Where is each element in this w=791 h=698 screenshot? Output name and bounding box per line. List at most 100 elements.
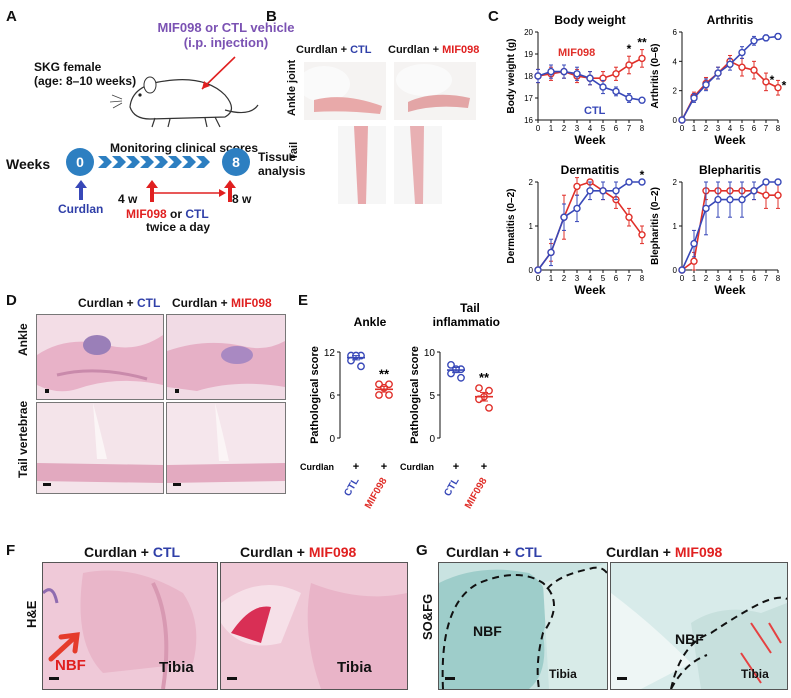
data-point — [738, 195, 746, 204]
w4-label: 4 w — [118, 192, 138, 206]
d-row2-label: Tail vertebrae — [16, 400, 30, 478]
y-axis-label: Pathological score — [409, 346, 421, 444]
x-axis-label: Week — [714, 133, 745, 147]
data-point — [625, 178, 633, 186]
x-tick-label: 1 — [549, 274, 554, 283]
b-col1-prefix: Curdlan + — [296, 44, 351, 56]
monitoring-label: Monitoring clinical scores — [110, 141, 259, 155]
d-row1-label: Ankle — [16, 323, 30, 356]
y-tick-label: 2 — [673, 87, 678, 96]
x-tick-label: 8 — [640, 274, 645, 283]
y-tick-label: 12 — [324, 348, 336, 359]
x-tick-label: 8 — [776, 274, 781, 283]
treat-ctl: CTL — [185, 207, 209, 221]
panel-e-label: E — [298, 292, 309, 309]
timeline-chevrons — [98, 156, 210, 168]
data-point — [638, 231, 646, 239]
plus-sign: + — [381, 461, 387, 473]
y-tick-label: 6 — [673, 28, 678, 37]
plus-sign: + — [481, 461, 487, 473]
chart-title: Ankle — [354, 315, 387, 329]
x-tick-label: 1 — [692, 124, 697, 133]
data-point — [762, 178, 770, 186]
data-point — [573, 204, 581, 213]
b-ctl-ankle-photo — [304, 62, 386, 120]
g-ctl-tibia-label: Tibia — [549, 667, 577, 681]
significance-mark: ** — [479, 370, 490, 385]
y-tick-label: 17 — [524, 94, 533, 103]
y-tick-label: 4 — [673, 57, 678, 66]
y-axis-label: Dermatitis (0–2) — [506, 188, 517, 263]
dot-ctl — [447, 361, 455, 369]
weeks-label: Weeks — [6, 156, 51, 172]
d-mif-ankle-histology — [166, 314, 286, 400]
data-point — [774, 178, 782, 186]
x-tick-label: 5 — [601, 274, 606, 283]
b-col1-ctl: CTL — [350, 44, 372, 56]
data-point — [599, 83, 607, 91]
data-point — [534, 72, 542, 80]
g-col1-prefix: Curdlan + — [446, 544, 515, 560]
d-col1-prefix: Curdlan + — [78, 296, 138, 310]
curdlan-row-label: Curdlan — [300, 462, 334, 472]
data-point — [702, 81, 710, 89]
dot-mif098 — [385, 380, 393, 389]
d-col2-mif: MIF098 — [231, 296, 272, 310]
category-label-mif098: MIF098 — [363, 476, 390, 511]
line-chart-0: Body weight 16 17 18 19 20 0 1 2 3 4 5 6 7 8 Week Body w… — [506, 13, 647, 147]
y-tick-label: 6 — [329, 391, 335, 402]
curdlan-arrow — [75, 180, 87, 200]
tissue-analysis: Tissue analysis — [258, 150, 305, 178]
x-tick-label: 3 — [575, 274, 580, 283]
panel-e-charts: Ankle 0 6 12 Pathological score ** Curdlan + + CT… — [300, 301, 500, 511]
x-tick-label: 6 — [752, 274, 757, 283]
curdlan-label: Curdlan — [58, 202, 104, 216]
data-point — [738, 63, 746, 71]
legend-ctl: CTL — [584, 105, 606, 117]
x-tick-label: 2 — [562, 124, 567, 133]
x-tick-label: 2 — [704, 274, 709, 283]
panel-b-label: B — [266, 8, 277, 25]
y-tick-label: 2 — [673, 178, 678, 187]
y-tick-label: 2 — [529, 178, 534, 187]
significance-mark: ** — [379, 366, 390, 381]
data-point — [612, 187, 620, 195]
chart-title: Dermatitis — [561, 163, 620, 177]
y-tick-label: 0 — [529, 266, 534, 275]
data-point — [738, 48, 746, 57]
category-label-ctl: CTL — [442, 476, 461, 498]
chart-title-line1: Tail — [460, 301, 480, 315]
data-point — [762, 191, 770, 199]
data-point — [638, 96, 646, 104]
treatment-period — [146, 180, 236, 202]
week-start-circle: 0 — [66, 148, 94, 176]
data-point — [547, 67, 555, 76]
y-axis-label: Body weight (g) — [506, 39, 517, 114]
curdlan-row-label: Curdlan — [400, 462, 434, 472]
data-point — [625, 213, 633, 221]
x-tick-label: 0 — [536, 124, 541, 133]
data-point — [750, 37, 758, 45]
x-tick-label: 3 — [716, 274, 721, 283]
g-mif-tibia-label: Tibia — [741, 667, 769, 681]
g-row-label: SO&FG — [420, 593, 435, 640]
x-tick-label: 1 — [692, 274, 697, 283]
y-tick-label: 0 — [429, 434, 435, 445]
d-col2-header: Curdlan + MIF098 — [172, 296, 272, 310]
treat-or: or — [166, 207, 186, 221]
d-col1-header: Curdlan + CTL — [78, 296, 160, 310]
data-point — [612, 87, 620, 96]
chart-title: Arthritis — [707, 13, 754, 27]
g-col1-ctl: CTL — [514, 544, 543, 560]
mouse-line1: SKG female — [34, 60, 102, 74]
data-point — [573, 70, 581, 78]
chart-title: Blepharitis — [699, 163, 761, 177]
x-tick-label: 4 — [588, 124, 593, 133]
data-point — [762, 34, 770, 42]
x-tick-label: 6 — [614, 124, 619, 133]
treatment-line1: MIF098 or CTL vehicle — [157, 20, 295, 35]
b-row1-label: Ankle joint — [286, 59, 298, 116]
